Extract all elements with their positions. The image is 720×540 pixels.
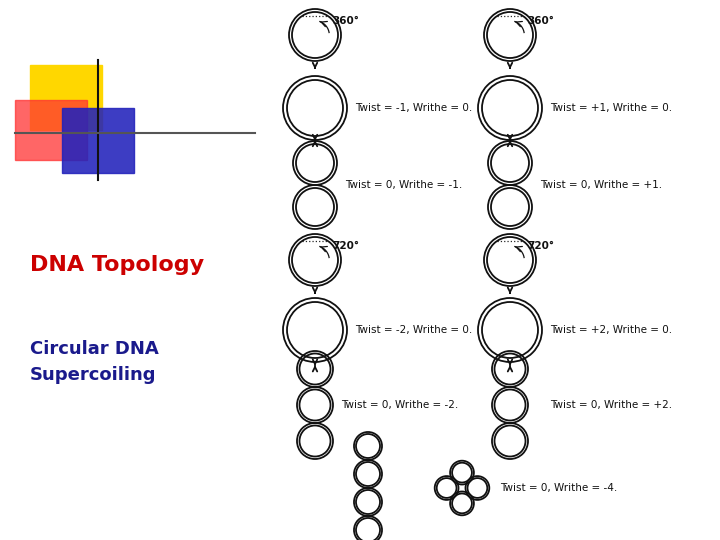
Text: DNA Topology: DNA Topology (30, 255, 204, 275)
Text: Twist = +1, Writhe = 0.: Twist = +1, Writhe = 0. (550, 103, 672, 113)
Text: Twist = 0, Writhe = -1.: Twist = 0, Writhe = -1. (345, 180, 462, 190)
Text: Circular DNA
Supercoiling: Circular DNA Supercoiling (30, 340, 158, 384)
Text: Twist = 0, Writhe = -2.: Twist = 0, Writhe = -2. (341, 400, 458, 410)
Bar (15, 100, 87, 160)
Text: Twist = 0, Writhe = -4.: Twist = 0, Writhe = -4. (500, 483, 617, 493)
Text: Twist = 0, Writhe = +1.: Twist = 0, Writhe = +1. (540, 180, 662, 190)
Text: 360°: 360° (332, 16, 359, 26)
Text: 720°: 720° (527, 241, 554, 251)
Bar (30, 65, 102, 130)
Text: Twist = -1, Writhe = 0.: Twist = -1, Writhe = 0. (355, 103, 472, 113)
Text: 360°: 360° (527, 16, 554, 26)
Text: Twist = -2, Writhe = 0.: Twist = -2, Writhe = 0. (355, 325, 472, 335)
Text: Twist = 0, Writhe = +2.: Twist = 0, Writhe = +2. (550, 400, 672, 410)
Text: Twist = +2, Writhe = 0.: Twist = +2, Writhe = 0. (550, 325, 672, 335)
Bar (62, 108, 134, 173)
Text: 720°: 720° (332, 241, 359, 251)
